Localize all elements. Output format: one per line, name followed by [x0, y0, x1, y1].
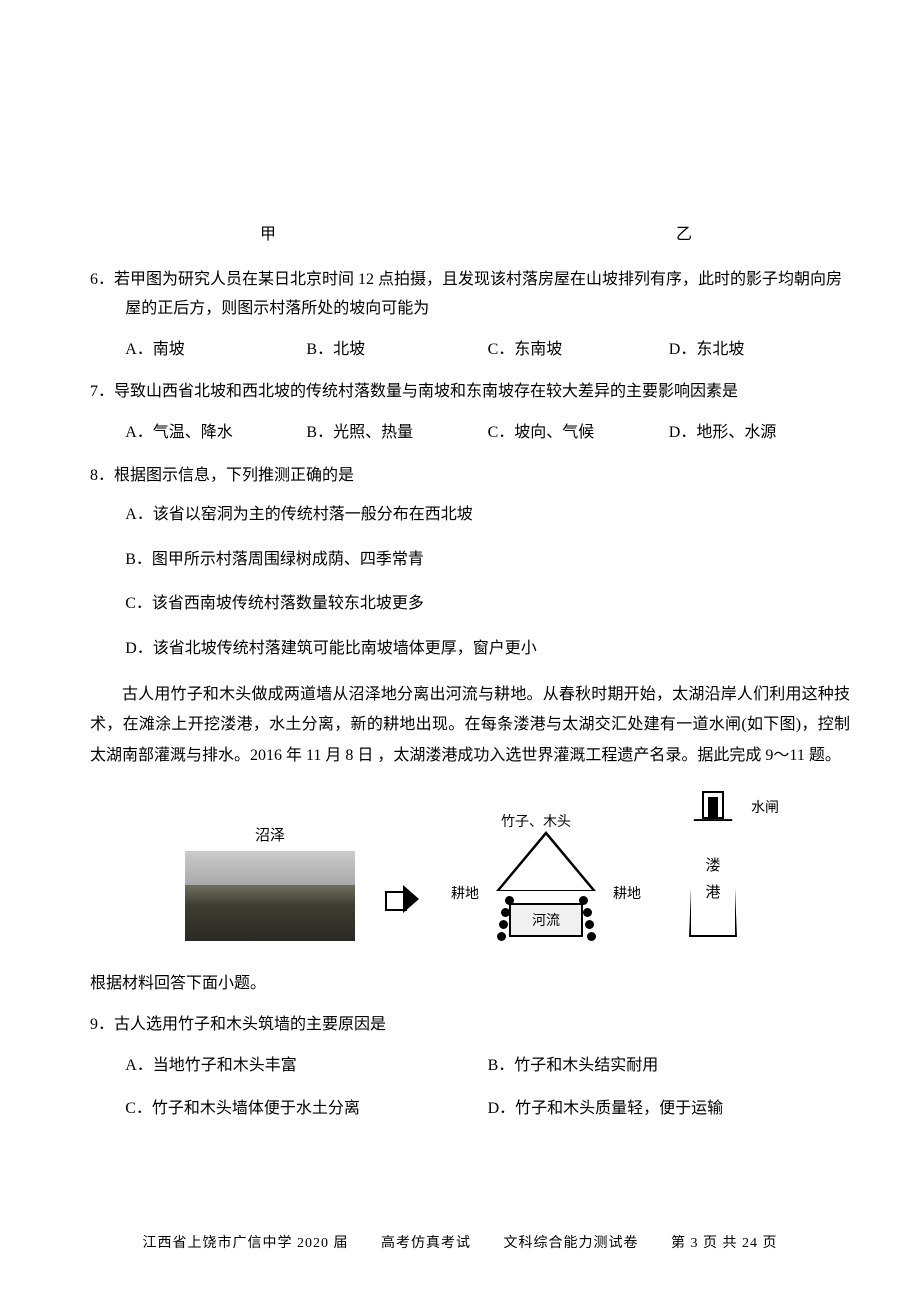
q9-option-c: C．竹子和木头墙体便于水土分离 [125, 1095, 487, 1124]
swamp-diagram: 沼泽 [185, 824, 355, 941]
q6-option-b: B．北坡 [306, 336, 487, 365]
q6-option-d: D．东北坡 [669, 336, 850, 365]
page-footer: 江西省上饶市广信中学 2020 届 高考仿真考试 文科综合能力测试卷 第 3 页… [0, 1232, 920, 1252]
q8-option-a: A．该省以窑洞为主的传统村落一般分布在西北坡 [125, 501, 850, 530]
q8-option-d: D．该省北坡传统村落建筑可能比南坡墙体更厚，窗户更小 [125, 635, 850, 664]
footer-subject: 文科综合能力测试卷 [504, 1236, 639, 1251]
river-label: 河流 [509, 903, 583, 937]
caption-yi: 乙 [676, 220, 692, 244]
figure-caption-row: 甲 乙 [90, 220, 850, 244]
q8-option-b: B．图甲所示村落周围绿树成荫、四季常青 [125, 546, 850, 575]
q9-stem: 9．古人选用竹子和木头筑墙的主要原因是 [90, 1011, 850, 1040]
q8-options: A．该省以窑洞为主的传统村落一般分布在西北坡 B．图甲所示村落周围绿树成荫、四季… [90, 501, 850, 664]
question-7: 7．导致山西省北坡和西北坡的传统村落数量与南坡和东南坡存在较大差异的主要影响因素… [90, 378, 850, 448]
q7-option-c: C．坡向、气候 [488, 419, 669, 448]
footer-exam: 高考仿真考试 [381, 1236, 471, 1251]
q6-options: A．南坡 B．北坡 C．东南坡 D．东北坡 [90, 336, 850, 365]
q9-options: A．当地竹子和木头丰富 B．竹子和木头结实耐用 C．竹子和木头墙体便于水土分离 … [90, 1052, 850, 1138]
q6-number: 6． [90, 271, 114, 288]
swamp-label: 沼泽 [185, 824, 355, 845]
gate-label: 水闸 [751, 797, 779, 817]
q9-option-b: B．竹子和木头结实耐用 [488, 1052, 850, 1081]
swamp-image [185, 851, 355, 941]
q9-option-d: D．竹子和木头质量轻，便于运输 [488, 1095, 850, 1124]
q8-text: 根据图示信息，下列推测正确的是 [114, 467, 354, 484]
figure-lougang: 沼泽 竹子、木头 耕地 耕地 河流 水闸 溇 港 [90, 791, 850, 941]
q6-text: 若甲图为研究人员在某日北京时间 12 点拍摄，且发现该村落房屋在山坡排列有序，此… [114, 271, 842, 317]
caption-jia: 甲 [260, 220, 276, 244]
q7-option-a: A．气温、降水 [125, 419, 306, 448]
q9-number: 9． [90, 1016, 114, 1033]
footer-source: 江西省上饶市广信中学 2020 届 [143, 1236, 349, 1251]
q8-option-c: C．该省西南坡传统村落数量较东北坡更多 [125, 590, 850, 619]
q9-text: 古人选用竹子和木头筑墙的主要原因是 [114, 1016, 386, 1033]
q9-option-a: A．当地竹子和木头丰富 [125, 1052, 487, 1081]
q7-option-d: D．地形、水源 [669, 419, 850, 448]
q7-stem: 7．导致山西省北坡和西北坡的传统村落数量与南坡和东南坡存在较大差异的主要影响因素… [90, 378, 850, 407]
q8-number: 8． [90, 467, 114, 484]
farmland-left-label: 耕地 [451, 883, 479, 903]
q7-number: 7． [90, 383, 114, 400]
farmland-right-label: 耕地 [613, 883, 641, 903]
gang-char: 港 [705, 881, 720, 902]
question-9: 9．古人选用竹子和木头筑墙的主要原因是 A．当地竹子和木头丰富 B．竹子和木头结… [90, 1011, 850, 1137]
q6-option-c: C．东南坡 [488, 336, 669, 365]
arrow-icon [385, 887, 421, 941]
q6-stem: 6．若甲图为研究人员在某日北京时间 12 点拍摄，且发现该村落房屋在山坡排列有序… [90, 266, 850, 324]
q8-stem: 8．根据图示信息，下列推测正确的是 [90, 462, 850, 491]
passage-lougang: 古人用竹子和木头做成两道墙从沼泽地分离出河流与耕地。从春秋时期开始，太湖沿岸人们… [90, 680, 850, 771]
sub-passage: 根据材料回答下面小题。 [90, 969, 850, 993]
footer-page: 第 3 页 共 24 页 [671, 1236, 778, 1251]
q7-option-b: B．光照、热量 [306, 419, 487, 448]
q6-option-a: A．南坡 [125, 336, 306, 365]
question-6: 6．若甲图为研究人员在某日北京时间 12 点拍摄，且发现该村落房屋在山坡排列有序… [90, 266, 850, 364]
q7-options: A．气温、降水 B．光照、热量 C．坡向、气候 D．地形、水源 [90, 419, 850, 448]
cross-section-diagram: 竹子、木头 耕地 耕地 河流 [451, 811, 641, 941]
gate-diagram: 水闸 溇 港 [671, 791, 755, 941]
bamboo-label: 竹子、木头 [501, 811, 571, 831]
question-8: 8．根据图示信息，下列推测正确的是 A．该省以窑洞为主的传统村落一般分布在西北坡… [90, 462, 850, 664]
lou-char: 溇 [705, 854, 720, 875]
q7-text: 导致山西省北坡和西北坡的传统村落数量与南坡和东南坡存在较大差异的主要影响因素是 [114, 383, 738, 400]
